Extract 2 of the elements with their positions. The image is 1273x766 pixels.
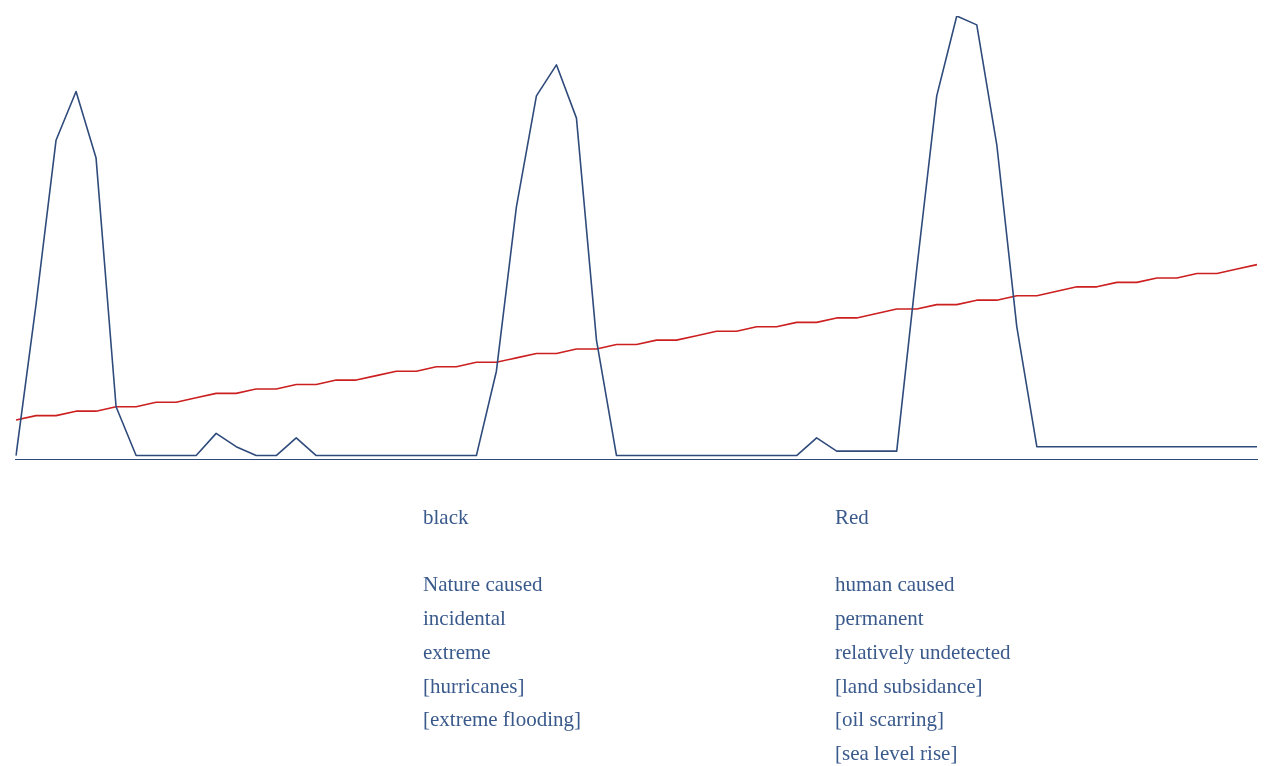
text: Red human caused permanent relatively undetected [land subsidance] [oil scarring] [sea level rise] — [835, 505, 1011, 765]
text: black Nature caused incidental extreme [hurricanes] [extreme flooding] — [423, 505, 582, 732]
